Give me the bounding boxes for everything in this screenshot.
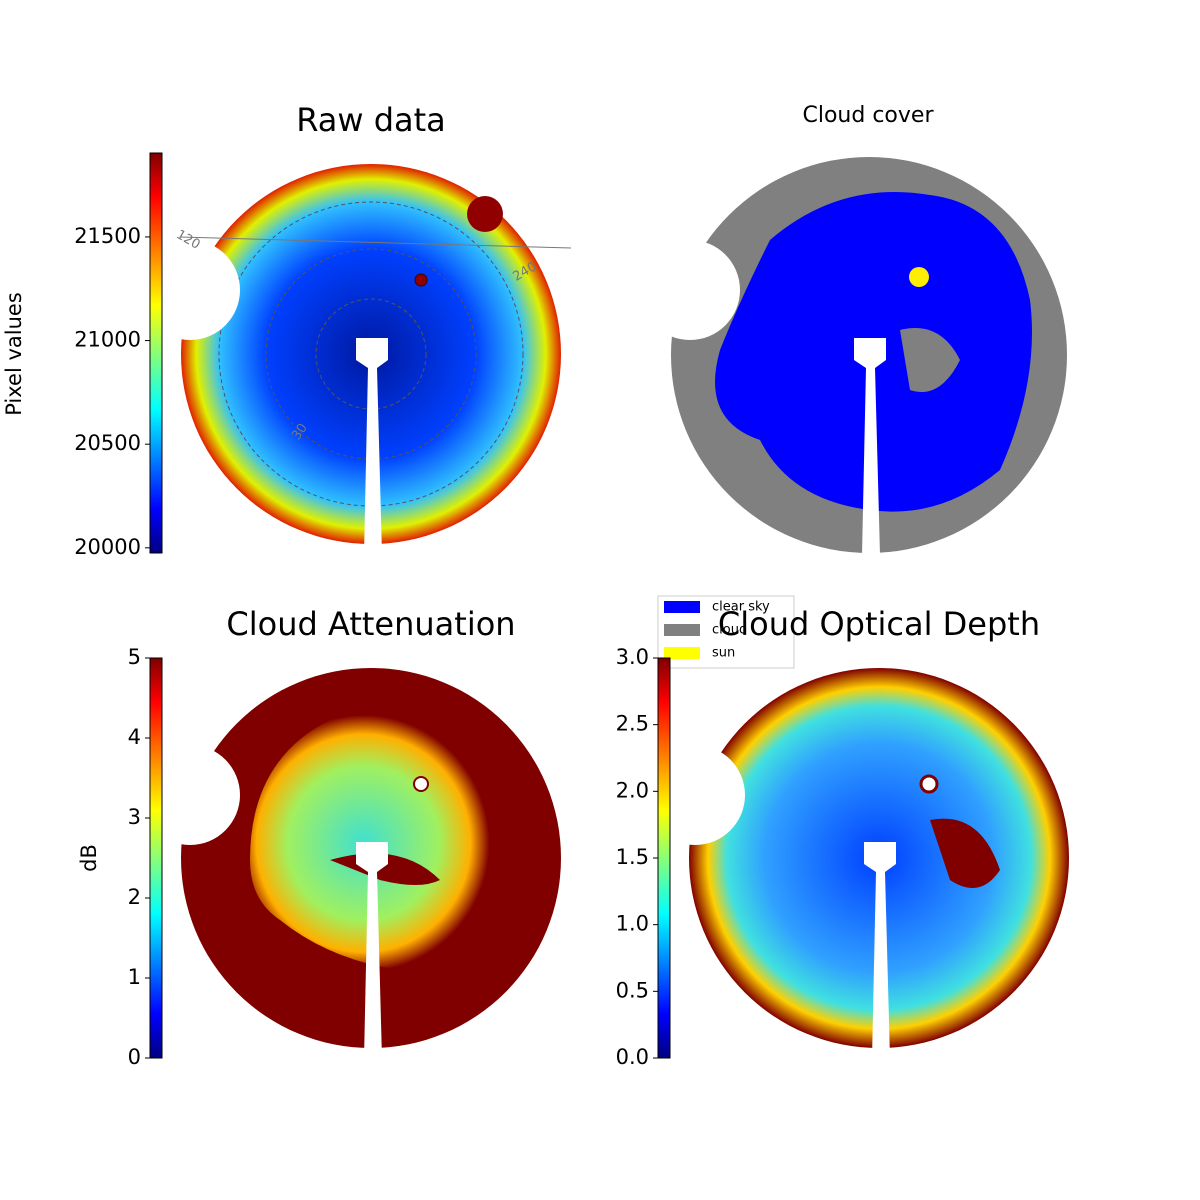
tick-label: 20500 [74, 431, 141, 455]
tick-label: 4 [128, 725, 141, 749]
colorbar [657, 657, 671, 1059]
tick-label: 0 [128, 1045, 141, 1069]
colorbar-label: Pixel values [2, 292, 26, 416]
tick-label: 1.5 [616, 845, 649, 869]
tick-label: 3 [128, 805, 141, 829]
tick-label: 1 [128, 965, 141, 989]
legend-label: sun [712, 646, 735, 661]
colorbar [149, 657, 163, 1059]
legend-label: clear sky [712, 600, 770, 615]
tick-label: 21500 [74, 224, 141, 248]
legend-swatch [664, 624, 700, 636]
panel-title: Cloud cover [803, 103, 935, 128]
tick-label: 21000 [74, 328, 141, 352]
tick-label: 5 [128, 645, 141, 669]
legend-swatch [664, 647, 700, 659]
panel-title: Raw data [296, 101, 446, 139]
cloud-cover-image [671, 157, 1067, 553]
tick-label: 1.0 [616, 912, 649, 936]
tick-label: 2 [128, 885, 141, 909]
legend-label: cloud [712, 623, 747, 638]
tick-label: 20000 [74, 535, 141, 559]
tick-label: 0.5 [616, 978, 649, 1002]
legend-swatch [664, 601, 700, 613]
tick-label: 2.5 [616, 712, 649, 736]
tick-label: 0.0 [616, 1045, 649, 1069]
panel-title: Cloud Optical Depth [718, 605, 1040, 643]
colorbar [149, 152, 163, 554]
tick-label: 3.0 [616, 645, 649, 669]
panel-title: Cloud Attenuation [226, 605, 515, 643]
tick-label: 2.0 [616, 778, 649, 802]
colorbar-label: dB [77, 844, 101, 872]
